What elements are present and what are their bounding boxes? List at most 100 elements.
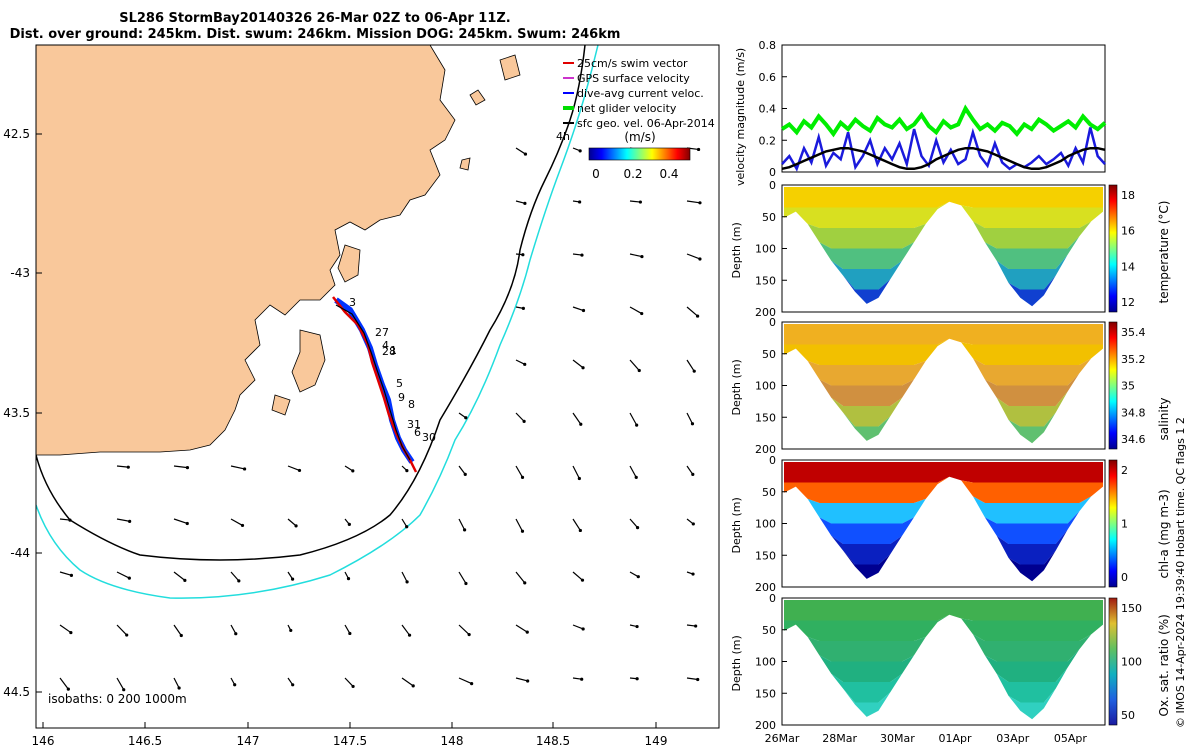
depth-tick: 50 [762,486,776,499]
geo-velocity-arrow [287,465,300,471]
isobath-label: isobaths: 0 200 1000m [48,692,187,706]
title-line1: SL286 StormBay20140326 26-Mar 02Z to 06-… [119,11,511,26]
date-tick: 30Mar [880,732,915,745]
geo-velocity-arrow [230,571,240,582]
colorbar-tick: 34.6 [1121,433,1146,446]
geo-velocity-arrow [629,306,643,315]
geo-velocity-arrow [516,731,526,732]
land [36,45,456,456]
track-day-label: 5 [396,377,403,390]
geo-velocity-arrow [686,465,694,475]
velocity-series [781,146,1106,171]
legend-label: net glider velocity [577,102,677,115]
velocity-ylabel: velocity magnitude (m/s) [734,48,747,186]
map-panel: 146 146.5 147 147.5 148 148.5 149 42.5-4343.5-… [3,44,720,748]
geo-velocity-arrow [288,731,296,737]
track-day-label: 6 [414,426,421,439]
colorbar-tick: 50 [1121,709,1135,722]
map-legend: 25cm/s swim vector GPS surface velocity di… [563,57,715,130]
map-xtick-label: 149 [645,734,668,748]
date-axis: 26Mar 28Mar 30Mar 01Apr 03Apr 05Apr [765,732,1088,745]
isobath-200 [36,45,586,561]
geo-velocity-arrow [687,731,699,736]
geo-velocity-arrow [572,412,582,425]
map-ytick-label: 43.5 [3,406,30,420]
track-day-label: 31 [407,418,421,431]
track-day-label: 1 [390,344,397,357]
geo-velocity-arrow [572,306,584,312]
depth-tick: 150 [755,274,776,287]
scale-note: 4h [556,130,570,143]
geo-velocity-arrow [116,571,130,579]
colorbar-tick: 0 [592,167,600,181]
geo-velocity-arrow [458,677,472,685]
heatmap-panel: 0 50 100 150 200 Depth (m) 0 1 2 chl-a (mg m-3) [730,454,1171,594]
depth-tick: 150 [755,687,776,700]
geo-velocity-arrow [173,465,188,469]
geo-velocity-arrow [173,518,188,525]
geo-velocity-arrow [402,731,415,735]
depth-tick: 50 [762,211,776,224]
depth-tick: 100 [755,380,776,393]
colorbar-tick: 0 [1121,571,1128,584]
colorbar-tick: 2 [1121,464,1128,477]
geo-velocity-arrow [459,731,472,733]
geo-velocity-arrow [231,731,235,736]
map-ytick-label: 42.5 [3,127,30,141]
colorbar-label: chl-a (mg m-3) [1157,489,1171,578]
track-day-label: 8 [408,398,415,411]
heatmap-band [784,476,1103,544]
geo-velocity-arrow [174,731,179,739]
heatmap-band [784,614,1103,682]
geo-velocity-arrow [401,677,414,687]
colorbar-tick: 18 [1121,189,1135,202]
colorbar-label: salinity [1157,397,1171,440]
heatmap-band [784,614,1103,662]
depth-tick: 100 [755,518,776,531]
geo-velocity-arrow [59,624,72,634]
geo-velocity-arrow [515,518,524,532]
depth-tick: 0 [769,179,776,192]
geo-velocity-arrow [230,465,245,470]
heatmap-band [784,324,1103,345]
geo-velocity-arrow [401,624,411,636]
geo-velocity-arrow [686,412,693,424]
date-tick: 01Apr [939,732,973,745]
colorbar-tick: 16 [1121,225,1135,238]
geo-velocity-arrow [686,200,701,204]
geo-velocity-arrow [630,731,639,733]
legend-label: 25cm/s swim vector [577,57,688,70]
legend-label: sfc geo. vel. 06-Apr-2014 [577,117,715,130]
heatmap-panel: 0 50 100 150 200 Depth (m) 12 14 16 18 temperature… [730,179,1171,319]
velocity-ytick: 0.8 [759,39,777,52]
legend-entry: GPS surface velocity [563,72,690,85]
colorbar-tick: 35 [1121,380,1135,393]
colorbar-tick: 35.4 [1121,326,1146,339]
depth-tick: 0 [769,592,776,605]
heatmap-panel: 0 50 100 150 200 Depth (m) 34.6 34.8 35 35.2 35.4 s… [730,316,1171,456]
geo-velocity-arrow [686,306,698,317]
geo-velocity-arrow [173,624,182,636]
heatmap-band [784,201,1103,269]
velocity-ytick: 0.2 [759,134,777,147]
legend-entry: dive-avg current veloc. [563,87,704,100]
velocity-ytick: 0 [769,166,776,179]
geo-velocity-arrow [629,518,639,529]
track-day-label: 3 [349,296,356,309]
velocity-panel: 0 0.2 0.4 0.6 0.8 velocity magnitude (m/s) [734,39,1107,186]
side-note: © IMOS 14-Apr-2024 19:39:40 Hobart time.… [1174,417,1187,728]
map-xtick-label: 147.5 [333,734,367,748]
geo-velocity-arrow [572,624,584,630]
track-day-label: 4 [382,339,389,352]
map-xtick-label: 147 [237,734,260,748]
track-day-label: 28 [382,345,396,358]
geo-velocity-arrow [458,465,466,475]
colorbar-title: (m/s) [624,130,655,144]
heatmap-band [784,614,1103,641]
geo-velocity-arrow [59,518,71,521]
geo-velocity-arrow [515,624,528,633]
colorbar-label: temperature (°C) [1157,201,1171,304]
geo-velocity-arrow [629,465,637,478]
geo-velocity-arrow [116,624,128,636]
